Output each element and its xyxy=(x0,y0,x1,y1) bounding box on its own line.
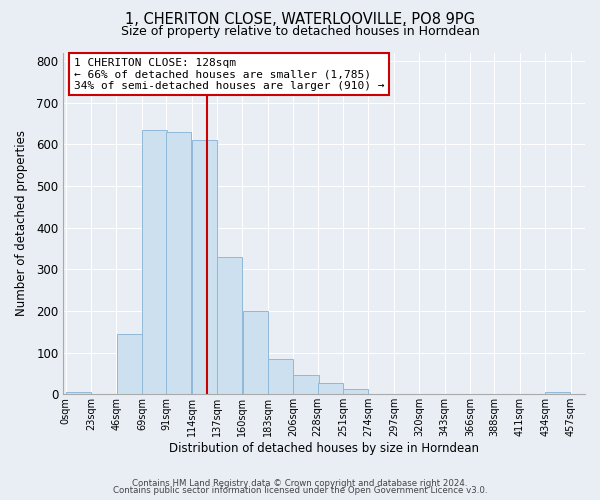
Text: 1 CHERITON CLOSE: 128sqm
← 66% of detached houses are smaller (1,785)
34% of sem: 1 CHERITON CLOSE: 128sqm ← 66% of detach… xyxy=(74,58,385,91)
Bar xyxy=(268,359,293,394)
X-axis label: Distribution of detached houses by size in Horndean: Distribution of detached houses by size … xyxy=(169,442,479,455)
Text: Contains public sector information licensed under the Open Government Licence v3: Contains public sector information licen… xyxy=(113,486,487,495)
Bar xyxy=(166,132,191,394)
Bar xyxy=(318,382,343,394)
Bar xyxy=(343,390,368,394)
Text: Contains HM Land Registry data © Crown copyright and database right 2024.: Contains HM Land Registry data © Crown c… xyxy=(132,478,468,488)
Bar xyxy=(217,256,242,394)
Bar xyxy=(242,311,268,394)
Bar xyxy=(545,392,571,394)
Text: 1, CHERITON CLOSE, WATERLOOVILLE, PO8 9PG: 1, CHERITON CLOSE, WATERLOOVILLE, PO8 9P… xyxy=(125,12,475,28)
Bar xyxy=(192,140,217,394)
Text: Size of property relative to detached houses in Horndean: Size of property relative to detached ho… xyxy=(121,25,479,38)
Y-axis label: Number of detached properties: Number of detached properties xyxy=(15,130,28,316)
Bar xyxy=(293,374,319,394)
Bar xyxy=(66,392,91,394)
Bar xyxy=(116,334,142,394)
Bar xyxy=(142,130,167,394)
